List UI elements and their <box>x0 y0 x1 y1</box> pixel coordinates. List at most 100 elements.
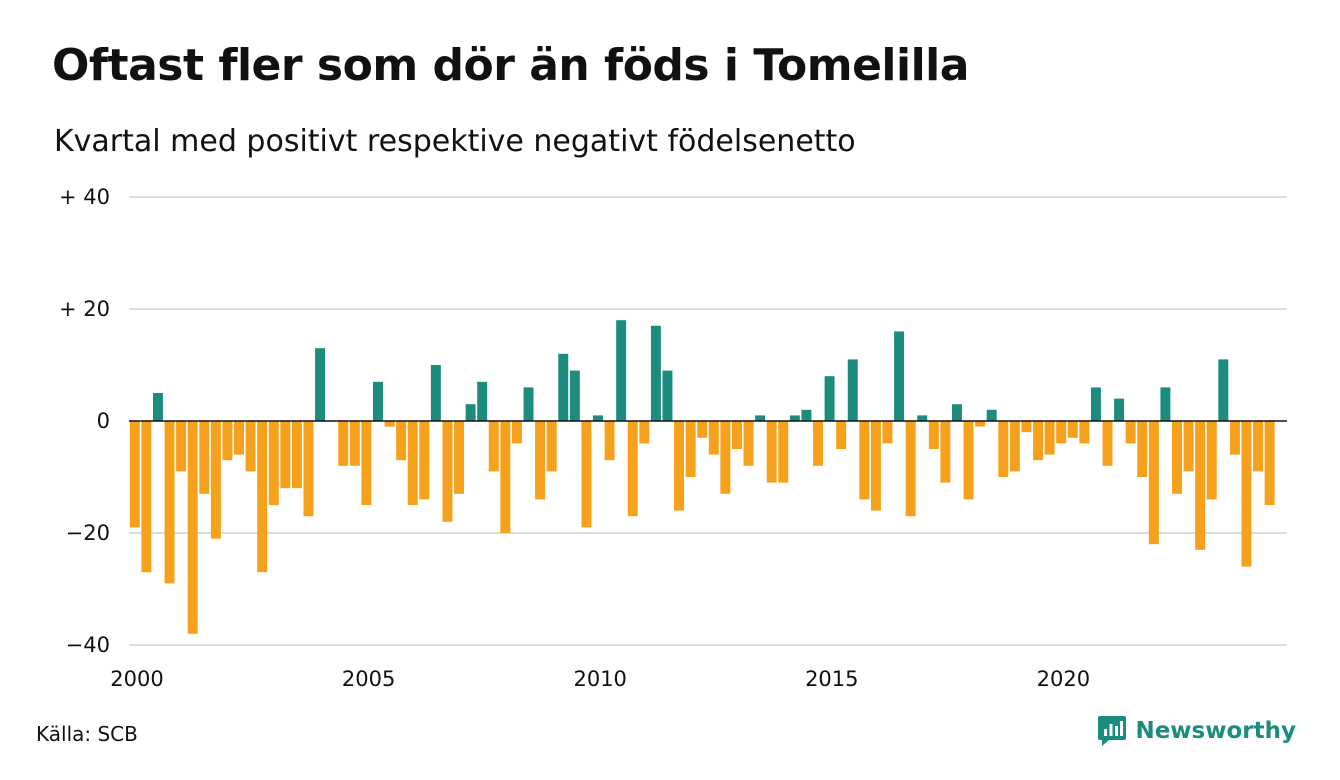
bar <box>1067 421 1078 438</box>
bar <box>569 370 580 421</box>
bar <box>731 421 742 449</box>
bar <box>442 421 453 522</box>
bar <box>627 421 638 517</box>
bar <box>1090 387 1101 421</box>
bar <box>280 421 291 489</box>
bar <box>535 421 546 500</box>
y-tick-label: + 20 <box>59 297 110 321</box>
x-tick-label: 2010 <box>573 667 626 691</box>
source-note: Källa: SCB <box>36 722 138 746</box>
bar <box>396 421 407 461</box>
bar <box>1125 421 1136 444</box>
bar <box>454 421 465 494</box>
bar <box>152 393 163 421</box>
bar <box>257 421 268 573</box>
y-tick-label: −40 <box>66 633 110 657</box>
bar <box>604 421 615 461</box>
bar <box>384 421 395 427</box>
bar <box>789 415 800 421</box>
bar <box>1253 421 1264 472</box>
bar <box>1033 421 1044 461</box>
chart-title: Oftast fler som dör än föds i Tomelilla <box>52 40 969 91</box>
chart-subtitle: Kvartal med positivt respektive negativt… <box>54 124 856 159</box>
bar <box>372 381 383 421</box>
bar <box>291 421 302 489</box>
bar <box>685 421 696 477</box>
bar <box>315 348 326 421</box>
bar <box>245 421 256 472</box>
brand-logo: Newsworthy <box>1097 714 1296 748</box>
bar <box>1137 421 1148 477</box>
bar <box>234 421 244 455</box>
bar <box>836 421 847 449</box>
bar <box>1218 359 1229 421</box>
bar <box>801 409 812 421</box>
newsworthy-logo-icon <box>1098 716 1127 746</box>
x-tick-label: 2005 <box>342 667 395 691</box>
bar <box>176 421 187 472</box>
bar <box>1102 421 1113 466</box>
bar <box>940 421 951 483</box>
bar <box>1264 421 1275 505</box>
bar <box>488 421 499 472</box>
bar <box>1148 421 1159 545</box>
bar <box>141 421 152 573</box>
bar <box>164 421 175 584</box>
bar <box>963 421 974 500</box>
x-axis-labels: 2000 2005 2010 2015 2020 <box>110 667 1090 691</box>
bar <box>361 421 372 505</box>
bar <box>349 421 360 466</box>
bar <box>951 404 962 421</box>
bar <box>465 404 476 421</box>
bar <box>928 421 939 449</box>
bar <box>1044 421 1055 455</box>
bar <box>847 359 858 421</box>
bar <box>1009 421 1020 472</box>
bar <box>1195 421 1206 550</box>
bar <box>210 421 221 539</box>
bar <box>1229 421 1240 455</box>
bar <box>755 415 766 421</box>
bar <box>650 325 661 421</box>
y-tick-label: −20 <box>66 521 110 545</box>
bar <box>998 421 1009 477</box>
brand-name: Newsworthy <box>1135 718 1296 744</box>
bar <box>766 421 777 483</box>
bar <box>199 421 210 494</box>
bar <box>616 320 627 421</box>
gridlines <box>129 196 1287 646</box>
bar <box>743 421 754 466</box>
y-axis-labels: + 40 + 20 0 −20 −40 <box>59 185 110 657</box>
bar <box>1021 421 1032 433</box>
bar <box>222 421 233 461</box>
bar <box>859 421 870 500</box>
bar <box>894 331 905 421</box>
bar <box>662 370 673 421</box>
bar <box>546 421 557 472</box>
bar <box>523 387 534 421</box>
x-tick-label: 2015 <box>805 667 858 691</box>
bar <box>917 415 928 421</box>
bar <box>1160 387 1171 421</box>
bar <box>500 421 511 533</box>
bar <box>824 376 835 421</box>
bar <box>986 409 997 421</box>
bar <box>708 421 719 455</box>
bar <box>477 381 488 421</box>
bar <box>1172 421 1182 494</box>
x-tick-label: 2000 <box>110 667 163 691</box>
bar <box>975 421 986 427</box>
bar <box>187 421 198 634</box>
bar <box>674 421 685 511</box>
x-tick-label: 2020 <box>1037 667 1090 691</box>
bars <box>129 320 1275 634</box>
y-tick-label: + 40 <box>59 185 110 209</box>
bar <box>1079 421 1090 444</box>
bar <box>905 421 916 517</box>
bar <box>1206 421 1217 500</box>
bar <box>419 421 430 500</box>
bar <box>697 421 708 438</box>
bar <box>407 421 418 505</box>
bar <box>430 365 441 421</box>
